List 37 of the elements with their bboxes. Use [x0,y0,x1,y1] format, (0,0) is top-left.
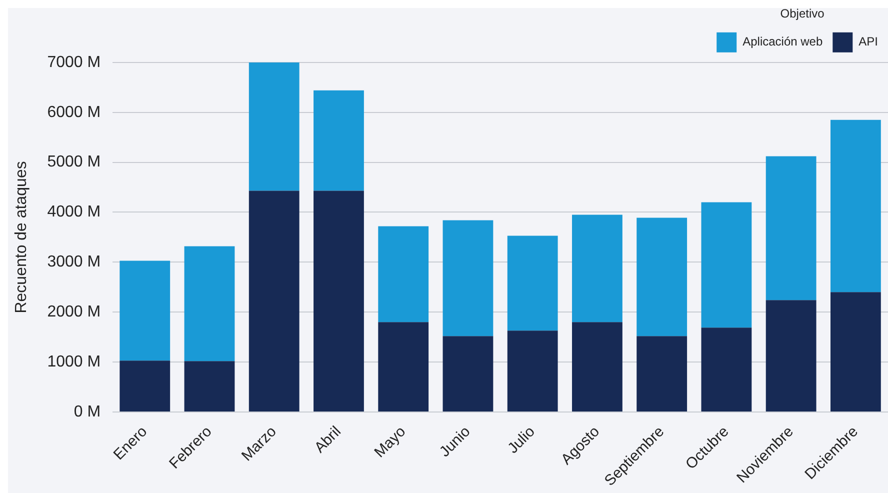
y-tick-label: 3000 M [47,254,101,271]
y-tick-label: 7000 M [47,54,101,71]
legend-label: Aplicación web [742,34,823,49]
bar [248,190,300,412]
bar [378,322,429,412]
x-tick-label: Julio [504,423,538,457]
bar [572,214,622,322]
bar [766,156,816,300]
bar [572,322,622,412]
bar [442,336,494,412]
y-tick-label: 5000 M [47,154,101,171]
y-tick-label: 6000 M [47,104,101,121]
bar [701,328,752,412]
bar [766,300,816,412]
bar [442,220,494,336]
legend-label: API [858,34,878,49]
bar [830,120,881,292]
y-tick-label: 1000 M [47,353,101,370]
bar [120,260,170,361]
bar [184,361,235,412]
y-tick-label: 4000 M [47,204,101,221]
bar [184,246,235,362]
bar [120,360,170,412]
bar [701,202,752,328]
bar [248,62,300,191]
y-tick-label: 2000 M [47,304,101,321]
legend-title: Objetivo [780,6,825,20]
bar [314,90,364,191]
bar [830,292,881,412]
bar [636,336,688,412]
bar [507,330,558,412]
bar [314,190,364,412]
bar [378,226,429,322]
y-axis-title: Recuento de ataques [13,161,30,314]
bar [636,218,688,336]
y-tick-label: 0 M [74,403,101,420]
bar [507,236,558,331]
